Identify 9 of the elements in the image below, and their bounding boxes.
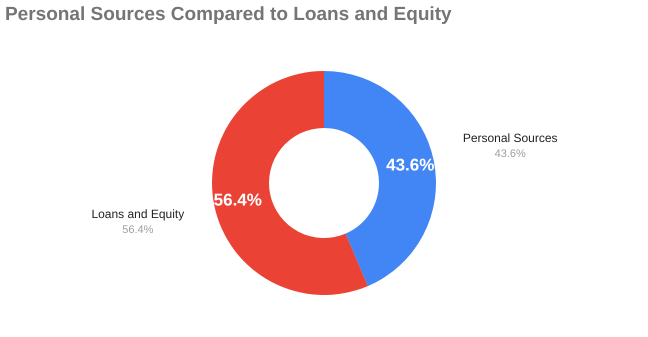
slice-label: Personal Sources <box>462 131 558 146</box>
data-label: 43.6% <box>386 155 434 174</box>
donut-slice <box>324 71 436 286</box>
donut-slice <box>212 71 368 295</box>
chart-title: Personal Sources Compared to Loans and Equity <box>5 4 452 25</box>
slice-label: Loans and Equity <box>91 206 184 221</box>
data-label: 56.4% <box>214 190 262 210</box>
text: 56.4% <box>122 224 154 236</box>
text: 43.6% <box>494 148 526 160</box>
